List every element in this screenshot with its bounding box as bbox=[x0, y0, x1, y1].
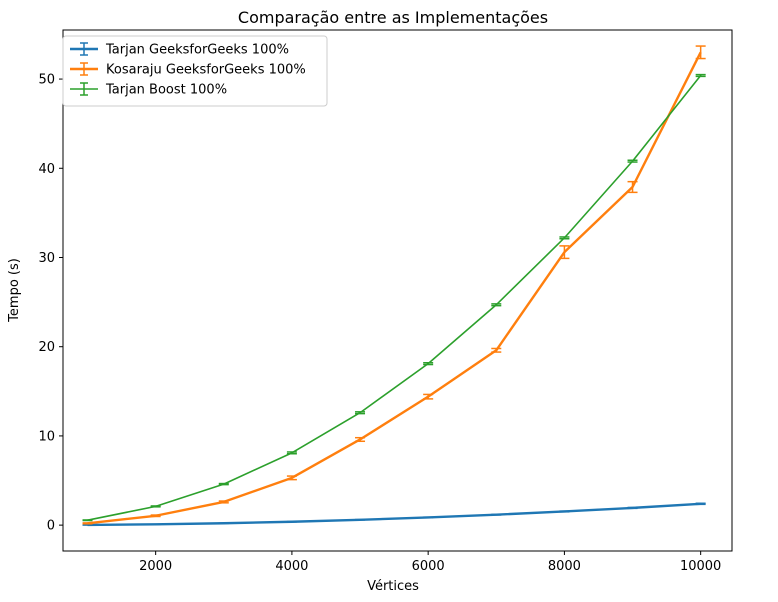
error-bar bbox=[286, 475, 297, 481]
error-bar bbox=[218, 500, 229, 504]
error-bar bbox=[695, 45, 706, 60]
legend-label: Tarjan GeeksforGeeks 100% bbox=[105, 43, 289, 58]
x-tick-label: 8000 bbox=[548, 559, 581, 574]
error-bar bbox=[627, 159, 638, 163]
error-bar bbox=[423, 393, 434, 400]
y-tick-label: 0 bbox=[47, 519, 55, 534]
series-line bbox=[87, 51, 702, 525]
legend-item: Tarjan GeeksforGeeks 100% bbox=[70, 42, 289, 58]
error-bar bbox=[559, 245, 570, 260]
error-bar bbox=[627, 506, 638, 510]
x-tick-label: 4000 bbox=[275, 559, 308, 574]
legend-label: Kosaraju GeeksforGeeks 100% bbox=[106, 63, 306, 78]
error-bar bbox=[218, 482, 229, 486]
error-bar bbox=[150, 505, 161, 508]
error-bar bbox=[559, 236, 570, 240]
y-axis-label: Tempo (s) bbox=[7, 258, 22, 323]
x-axis-label: Vértices bbox=[367, 579, 419, 594]
error-bar bbox=[695, 502, 706, 506]
error-bar bbox=[286, 451, 297, 455]
error-bar bbox=[355, 411, 366, 415]
series-line bbox=[87, 502, 701, 527]
series-2 bbox=[82, 45, 706, 525]
error-bar bbox=[627, 180, 638, 194]
y-axis: 0 10 20 30 40 50 bbox=[38, 73, 63, 534]
error-bar bbox=[82, 522, 93, 525]
error-bar bbox=[423, 516, 434, 519]
error-bar bbox=[423, 362, 434, 366]
legend-item: Kosaraju GeeksforGeeks 100% bbox=[70, 62, 306, 78]
x-axis: 2000 4000 6000 8000 10000 bbox=[139, 551, 721, 574]
error-bar bbox=[491, 513, 502, 516]
error-bar bbox=[695, 73, 706, 78]
x-tick-label: 10000 bbox=[680, 559, 721, 574]
error-bar bbox=[491, 347, 502, 353]
legend: Tarjan GeeksforGeeks 100% Kosaraju Geeksf… bbox=[62, 35, 328, 107]
chart-title: Comparação entre as Implementações bbox=[238, 8, 548, 27]
y-tick-label: 20 bbox=[38, 340, 55, 355]
series-3 bbox=[82, 73, 706, 522]
error-bar bbox=[491, 303, 502, 307]
error-bar bbox=[355, 436, 366, 443]
error-bar bbox=[150, 514, 161, 518]
series-line bbox=[87, 75, 702, 522]
y-tick-label: 10 bbox=[38, 429, 55, 444]
legend-item: Tarjan Boost 100% bbox=[70, 82, 227, 98]
legend-box bbox=[62, 35, 328, 107]
y-tick-label: 50 bbox=[38, 73, 55, 88]
series-1 bbox=[82, 502, 706, 527]
error-bar bbox=[82, 519, 93, 522]
plot-frame bbox=[62, 29, 733, 552]
x-tick-label: 6000 bbox=[412, 559, 445, 574]
series-layer bbox=[82, 45, 706, 527]
legend-label: Tarjan Boost 100% bbox=[105, 83, 227, 98]
y-tick-label: 40 bbox=[38, 162, 55, 177]
error-bar bbox=[559, 510, 570, 513]
y-tick-label: 30 bbox=[38, 251, 55, 266]
x-tick-label: 2000 bbox=[139, 559, 172, 574]
